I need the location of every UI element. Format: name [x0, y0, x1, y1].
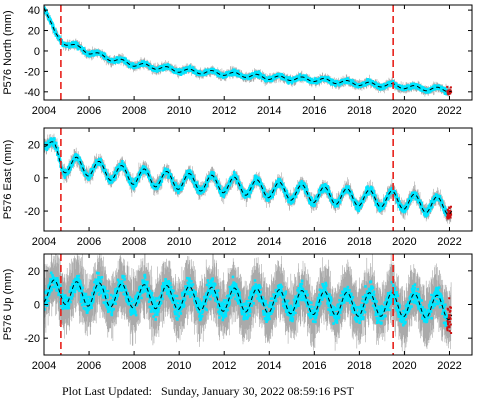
- y-tick-label: -20: [24, 333, 40, 345]
- x-tick-label: 2020: [392, 236, 416, 248]
- plot-frame: [43, 4, 473, 101]
- x-tick-label: 2022: [437, 360, 461, 372]
- x-tick-label: 2020: [392, 360, 416, 372]
- error-bars: [44, 133, 452, 224]
- y-tick-label: 40: [28, 5, 40, 17]
- plot-area-east: [44, 133, 453, 224]
- x-tick-label: 2014: [257, 360, 281, 372]
- x-tick-label: 2008: [122, 236, 146, 248]
- x-tick-label: 2006: [77, 236, 101, 248]
- x-tick-label: 2012: [212, 236, 236, 248]
- plot-footer: Plot Last Updated: Sunday, January 30, 2…: [62, 384, 354, 399]
- x-tick-label: 2006: [77, 105, 101, 117]
- footer-timestamp: Sunday, January 30, 2022 08:59:16 PST: [161, 384, 354, 398]
- x-tick-label: 2012: [212, 105, 236, 117]
- x-tick-label: 2004: [32, 360, 56, 372]
- x-tick-label: 2016: [302, 105, 326, 117]
- x-tick-label: 2010: [167, 360, 191, 372]
- y-tick-label: 0: [34, 173, 40, 185]
- y-tick-label: -20: [24, 66, 40, 78]
- x-tick-label: 2004: [32, 236, 56, 248]
- x-tick-label: 2014: [257, 236, 281, 248]
- recent-data-points: [446, 297, 453, 334]
- x-tick-label: 2014: [257, 105, 281, 117]
- y-tick-label: 20: [28, 140, 40, 152]
- y-tick-label: 20: [28, 26, 40, 38]
- y-tick-label: 0: [34, 300, 40, 312]
- data-points: [44, 137, 449, 218]
- x-tick-label: 2020: [392, 105, 416, 117]
- plot-area-north: [44, 5, 453, 97]
- y-axis-label: P576 East (mm): [2, 140, 14, 219]
- recent-data-points: [446, 85, 453, 96]
- data-points: [44, 271, 449, 327]
- panel-east: 2004 2006 2008 2010 2012 2014 2016 2018 2020 2022…: [2, 127, 473, 248]
- x-tick-label: 2018: [347, 105, 371, 117]
- x-tick-label: 2004: [32, 105, 56, 117]
- footer-label: Plot Last Updated:: [62, 384, 152, 398]
- panel-north: 2004 2006 2008 2010 2012 2014 2016 2018 2020 2022…: [2, 4, 473, 117]
- panel-up: 2004 2006 2008 2010 2012 2014 2016 2018 2020 2022…: [2, 253, 473, 372]
- x-tick-label: 2012: [212, 360, 236, 372]
- x-tick-label: 2022: [437, 105, 461, 117]
- x-tick-label: 2018: [347, 236, 371, 248]
- y-tick-label: -20: [24, 206, 40, 218]
- y-tick-label: 20: [28, 266, 40, 278]
- x-tick-label: 2010: [167, 105, 191, 117]
- y-tick-label: -40: [24, 87, 40, 99]
- x-tick-label: 2016: [302, 236, 326, 248]
- x-tick-label: 2022: [437, 236, 461, 248]
- x-tick-label: 2008: [122, 105, 146, 117]
- x-tick-label: 2018: [347, 360, 371, 372]
- model-line: [44, 141, 453, 215]
- x-tick-label: 2016: [302, 360, 326, 372]
- model-line: [44, 279, 453, 321]
- x-tick-label: 2006: [77, 360, 101, 372]
- y-tick-label: 0: [34, 46, 40, 58]
- x-tick-label: 2010: [167, 236, 191, 248]
- plot-area-up: [44, 254, 453, 355]
- y-axis-label: P576 North (mm): [2, 10, 14, 94]
- x-tick-label: 2008: [122, 360, 146, 372]
- y-axis-label: P576 Up (mm): [2, 269, 14, 341]
- plot-frame: [43, 127, 473, 232]
